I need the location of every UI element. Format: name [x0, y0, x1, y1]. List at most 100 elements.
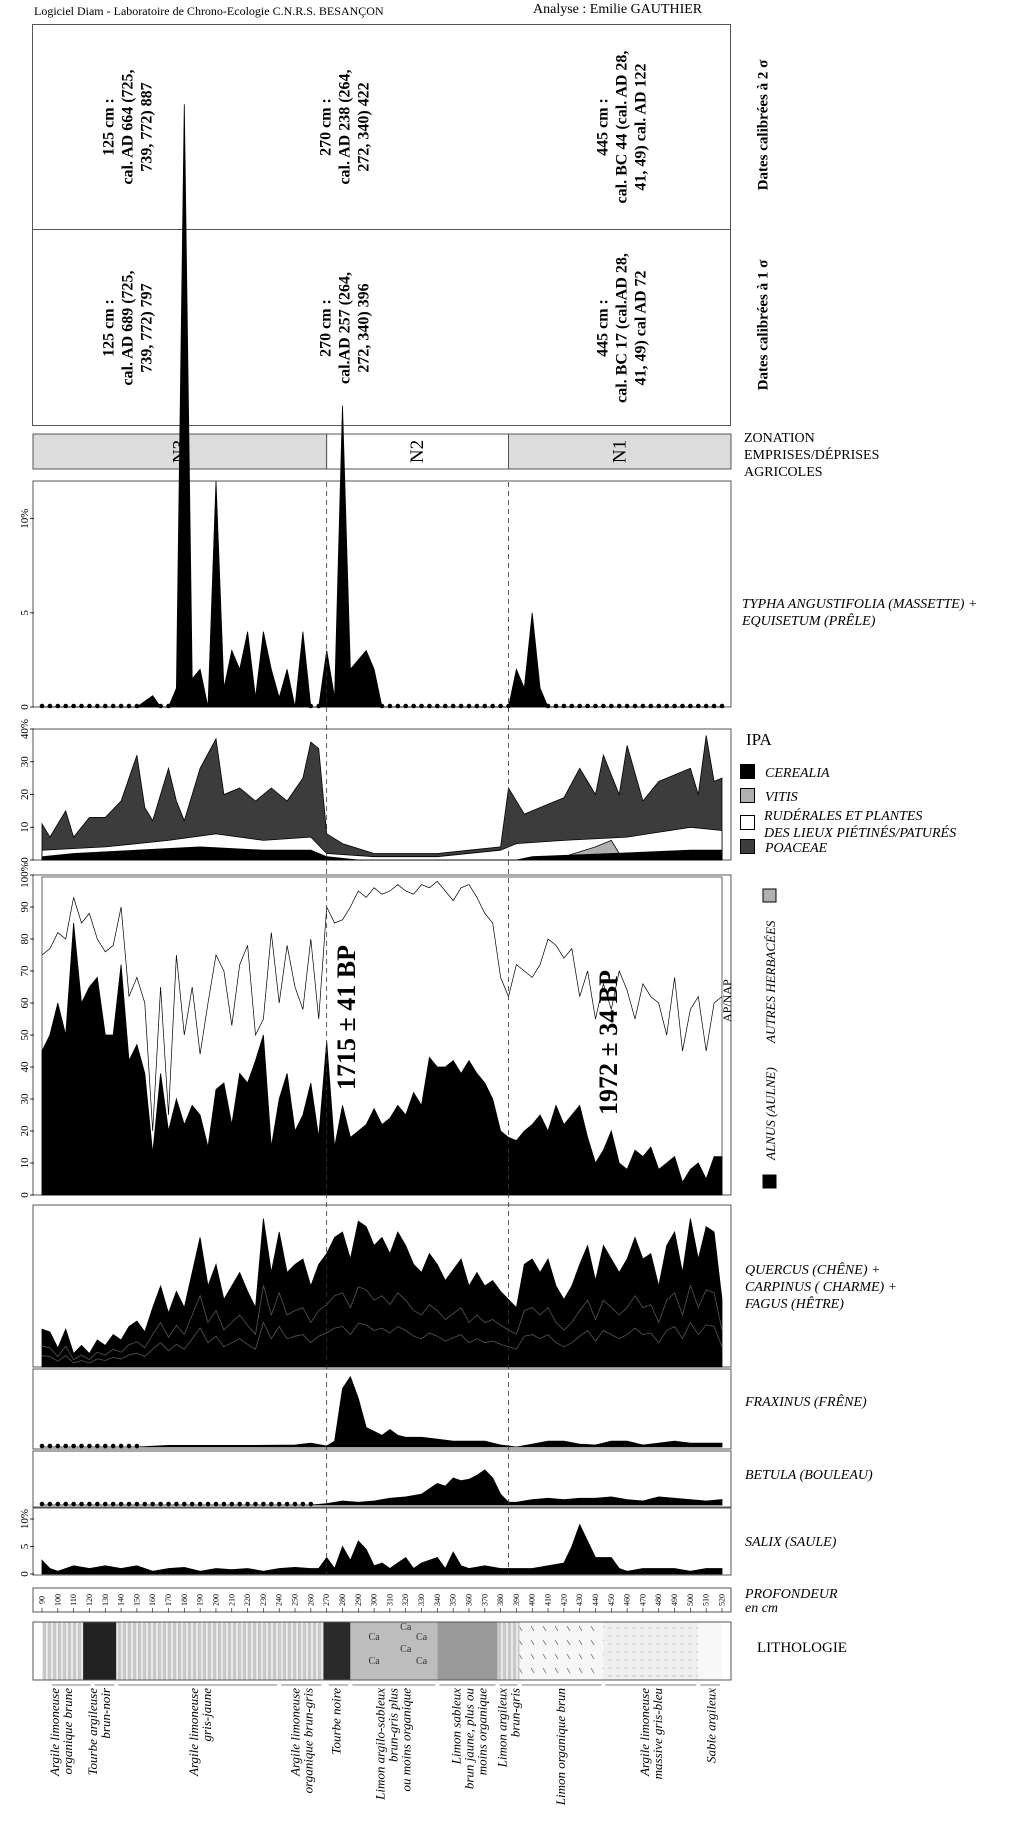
- lith-unit-label-10: Sable argileux: [703, 1688, 718, 1763]
- lithologie-label: LITHOLOGIE: [757, 1640, 847, 1656]
- ipa-y-tick-label: 40%: [19, 719, 31, 739]
- fraxinus-panel-frame: [32, 1368, 732, 1450]
- typha-zero-dot: [118, 703, 124, 709]
- betula-zero-dot: [55, 1501, 61, 1507]
- apnap-y-tick-label: 70: [19, 965, 31, 977]
- lith-unit-5: [350, 1622, 438, 1680]
- typha-zero-dot: [47, 703, 53, 709]
- typha-zero-dot: [39, 703, 45, 709]
- depth-tick-label: 300: [370, 1594, 379, 1606]
- typha-zero-dot: [411, 703, 416, 709]
- betula-zero-dot: [284, 1501, 290, 1507]
- depth-tick-label: 340: [433, 1594, 442, 1606]
- typha-zero-dot: [308, 703, 314, 709]
- depth-tick-label: 100: [53, 1594, 62, 1606]
- depth-tick-label: 430: [575, 1594, 584, 1606]
- typha-zero-dot: [387, 703, 393, 709]
- betula-zero-dot: [142, 1501, 148, 1507]
- typha-zero-dot: [553, 703, 559, 709]
- typha-zero-dot: [427, 703, 432, 709]
- typha-zero-dot: [545, 703, 551, 709]
- ipa-legend-ruderales: RUDÉRALES ET PLANTES DES LIEUX PIÉTINÉS/…: [740, 808, 956, 842]
- lith-unit-2: [116, 1622, 280, 1680]
- betula-zero-dot: [261, 1501, 266, 1507]
- depth-tick-label: 330: [417, 1594, 426, 1606]
- typha-zero-dot: [688, 703, 693, 709]
- typha-zero-dot: [593, 703, 598, 709]
- lith-unit-label-line: brun-noir: [98, 1687, 113, 1739]
- fraxinus-zero-dot: [55, 1443, 61, 1449]
- depth-tick-label: 510: [702, 1594, 711, 1606]
- ipa-legend-poaceae: POACEAE: [740, 839, 827, 857]
- depth-tick-label: 230: [259, 1594, 268, 1606]
- apnap-y-tick-label: 20: [19, 1125, 31, 1137]
- zone-label-n1: N1: [609, 440, 630, 463]
- lith-unit-label-line: Tourbe argileuse: [85, 1688, 100, 1776]
- depth-tick-label: 110: [69, 1594, 78, 1606]
- lith-unit-6: [437, 1622, 498, 1680]
- betula-zero-dot: [126, 1501, 132, 1507]
- typha-zero-dot: [158, 703, 163, 709]
- depth-tick-label: 400: [528, 1594, 537, 1606]
- salix-panel-frame: [32, 1507, 732, 1576]
- typha-zero-dot: [609, 703, 614, 709]
- lith-unit-label-line: Limon argileux: [495, 1688, 510, 1769]
- typha-zero-dot: [569, 703, 575, 709]
- depth-tick-label: 130: [101, 1594, 110, 1606]
- salix-y-tick-label: 10%: [19, 1509, 31, 1529]
- lith-unit-label-line: moins organique: [474, 1688, 489, 1775]
- ipa-y-tick-label: 0: [19, 857, 31, 863]
- quercus-area: [41, 1218, 723, 1368]
- depth-tick-label: 470: [638, 1594, 647, 1606]
- betula-zero-dot: [150, 1501, 155, 1507]
- lith-unit-7: [497, 1622, 520, 1680]
- lith-unit-label-4: Tourbe noire: [329, 1688, 344, 1755]
- lith-unit-label-8: Limon organique brun: [553, 1688, 568, 1806]
- lith-ca-mark: Ca: [369, 1632, 381, 1643]
- typha-zero-dot: [458, 703, 464, 709]
- fraxinus-zero-dot: [95, 1443, 100, 1449]
- typha-zero-dot: [435, 703, 440, 709]
- typha-zero-dot: [403, 703, 409, 709]
- lith-unit-label-line: Limon sableux: [448, 1688, 463, 1765]
- depth-tick-label: 420: [559, 1594, 568, 1606]
- typha-zero-dot: [680, 703, 685, 709]
- salix-y-tick-label: 0: [19, 1571, 31, 1577]
- lith-unit-4: [323, 1622, 351, 1680]
- depth-tick-label: 350: [449, 1594, 458, 1606]
- lith-frame: [32, 1621, 732, 1681]
- fraxinus-zero-dot: [102, 1443, 108, 1449]
- apnap-y-tick-label: 100%: [19, 862, 31, 888]
- apnap-y-tick-label: 90: [19, 901, 31, 913]
- ipa-legend-vitis: VITIS: [740, 788, 798, 806]
- typha-zero-dot: [585, 703, 590, 709]
- depth-tick-label: 440: [591, 1594, 600, 1606]
- ipa-y-tick-label: 10: [19, 821, 31, 833]
- apnap-y-tick-label: 0: [19, 1192, 31, 1198]
- cerealia-area: [41, 846, 723, 861]
- depth-tick-label: 390: [512, 1594, 521, 1606]
- depth-tick-label: 460: [623, 1594, 632, 1606]
- depth-tick-label: 90: [38, 1596, 47, 1604]
- betula-zero-dot: [166, 1501, 171, 1507]
- radiocarbon-date-0: 1257 ± 40 BP: [87, 1045, 116, 1190]
- apnap-y-tick-label: 10: [19, 1157, 31, 1169]
- lith-unit-label-line: massive gris-bleu: [650, 1688, 665, 1780]
- depth-tick-label: 170: [164, 1594, 173, 1606]
- betula-zero-dot: [221, 1501, 227, 1507]
- typha-zero-dot: [711, 703, 717, 709]
- depth-tick-label: 490: [670, 1594, 679, 1606]
- betula-zero-dot: [79, 1501, 84, 1507]
- typha-zero-dot: [316, 703, 322, 709]
- betula-zero-dot: [245, 1501, 250, 1507]
- salix-label: SALIX (SAULE): [745, 1535, 837, 1550]
- depth-tick-label: 180: [180, 1594, 189, 1606]
- typha-zero-dot: [166, 703, 171, 709]
- fraxinus-zero-dot: [39, 1443, 45, 1449]
- legend-swatch-ruderales: [740, 815, 755, 830]
- typha-zero-dot: [379, 703, 385, 709]
- legend-label-autres-herbacees: AUTRES HERBACÉES: [763, 920, 778, 1044]
